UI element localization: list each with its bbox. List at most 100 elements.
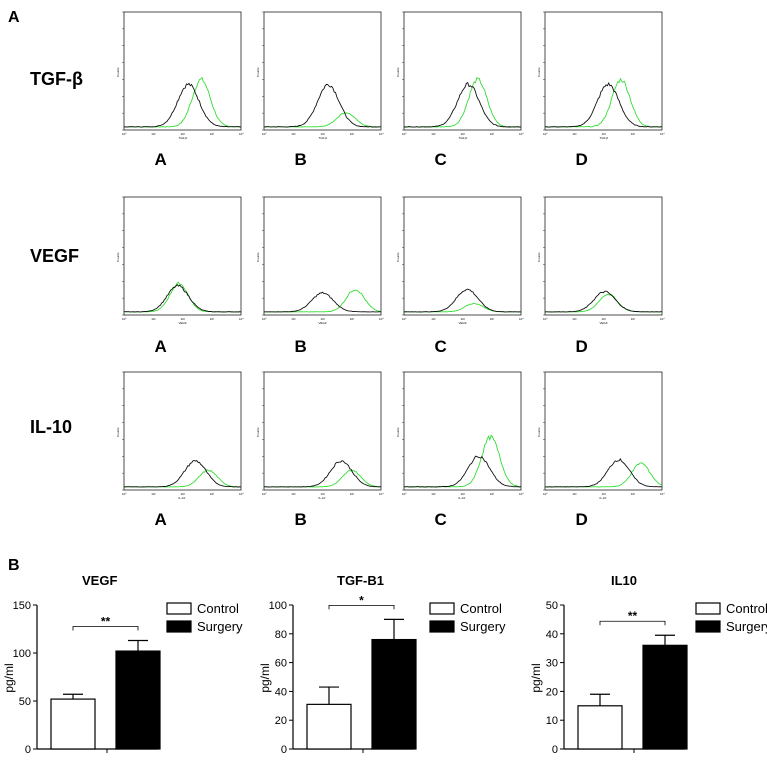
col-label: A [155, 510, 167, 529]
legend-swatch [166, 620, 192, 633]
x-tick-label: 10² [602, 317, 606, 321]
y-axis-title: pg/ml [258, 663, 272, 692]
y-tick-label: 40 [275, 686, 287, 698]
significance-bracket [599, 620, 666, 626]
y-tick-label: 100 [269, 600, 287, 612]
y-tick-label: 80 [275, 629, 287, 641]
x-tick-label: 10⁰ [543, 492, 548, 496]
x-tick-label: 10² [602, 492, 606, 496]
histogram-frame [123, 371, 242, 491]
x-axis-label: VEGF [459, 321, 467, 325]
histogram-frame [123, 196, 242, 316]
x-tick-label: 10⁴ [239, 317, 244, 321]
y-tick-label: 10 [546, 715, 558, 727]
x-tick-label: 10³ [210, 317, 214, 321]
surgery-histogram [544, 293, 663, 313]
col-label: C [435, 150, 447, 169]
control-histogram [403, 455, 522, 488]
x-tick-label: 10¹ [572, 132, 576, 136]
x-tick-label: 10² [181, 132, 185, 136]
y-tick-label: 30 [546, 658, 558, 670]
x-tick-label: 10¹ [291, 317, 295, 321]
y-axis-label: Counts [537, 427, 541, 437]
x-tick-label: 10⁰ [262, 132, 267, 136]
histogram-frame [544, 196, 663, 316]
surgery-histogram [544, 77, 663, 128]
y-axis-label: Counts [537, 252, 541, 262]
histogram-frame [403, 371, 522, 491]
col-label: A [155, 337, 167, 356]
x-tick-label: 10⁴ [239, 132, 244, 136]
x-tick-label: 10¹ [291, 132, 295, 136]
y-tick-label: 150 [13, 600, 31, 612]
x-tick-label: 10⁰ [122, 317, 127, 321]
x-tick-label: 10⁴ [379, 132, 384, 136]
x-tick-label: 10² [321, 132, 325, 136]
bar-surgery [115, 650, 161, 750]
legend-label: Control [726, 601, 767, 616]
x-tick-label: 10³ [490, 317, 494, 321]
x-tick-label: 10¹ [151, 132, 155, 136]
x-tick-label: 10¹ [431, 317, 435, 321]
x-tick-label: 10² [321, 492, 325, 496]
y-axis-label: Counts [116, 252, 120, 262]
x-axis-label: TGF-β [179, 136, 188, 140]
y-tick-label: 50 [546, 600, 558, 612]
y-tick-label: 0 [25, 744, 31, 756]
significance-label: * [359, 593, 364, 607]
row-label-0: TGF-β [30, 69, 83, 89]
control-histogram [263, 460, 382, 488]
x-tick-label: 10⁰ [262, 317, 267, 321]
x-tick-label: 10¹ [431, 132, 435, 136]
x-tick-label: 10³ [490, 132, 494, 136]
col-label: B [295, 337, 307, 356]
x-axis-label: TGF-β [600, 136, 609, 140]
legend-label: Control [460, 601, 502, 616]
x-tick-label: 10¹ [151, 492, 155, 496]
y-tick-label: 0 [281, 744, 287, 756]
x-tick-label: 10² [181, 492, 185, 496]
y-axis-label: Counts [396, 67, 400, 77]
bar-control [50, 698, 96, 750]
histogram-frame [403, 11, 522, 131]
y-axis-label: Counts [256, 252, 260, 262]
x-tick-label: 10¹ [572, 317, 576, 321]
y-tick-label: 50 [19, 696, 31, 708]
control-histogram [544, 81, 663, 128]
legend-label: Surgery [460, 619, 506, 634]
x-tick-label: 10³ [350, 492, 354, 496]
x-tick-label: 10⁴ [660, 317, 665, 321]
x-tick-label: 10² [461, 132, 465, 136]
y-axis-title: pg/ml [2, 663, 16, 692]
y-axis-label: Counts [116, 67, 120, 77]
bar-chart-title: VEGF [82, 573, 117, 588]
x-tick-label: 10⁰ [543, 317, 548, 321]
x-tick-label: 10² [181, 317, 185, 321]
significance-label: ** [628, 609, 638, 623]
y-axis-label: Counts [537, 67, 541, 77]
legend-swatch [695, 602, 721, 615]
x-tick-label: 10⁴ [660, 492, 665, 496]
control-histogram [544, 458, 662, 488]
control-histogram [124, 284, 242, 313]
x-tick-label: 10⁴ [239, 492, 244, 496]
significance-label: ** [101, 615, 111, 629]
surgery-histogram [403, 434, 522, 488]
histogram-frame [544, 371, 663, 491]
x-tick-label: 10³ [350, 317, 354, 321]
x-tick-label: 10³ [210, 132, 214, 136]
control-histogram [403, 288, 522, 313]
y-tick-label: 40 [546, 629, 558, 641]
control-histogram [263, 291, 382, 313]
histogram-frame [123, 11, 242, 131]
x-tick-label: 10⁰ [543, 132, 548, 136]
x-tick-label: 10⁰ [122, 132, 127, 136]
bar-control [577, 705, 623, 750]
surgery-histogram [123, 469, 242, 488]
x-tick-label: 10⁴ [519, 317, 524, 321]
legend-swatch [695, 620, 721, 633]
y-tick-label: 60 [275, 658, 287, 670]
surgery-histogram [403, 77, 522, 128]
x-axis-label: TGF-β [459, 136, 468, 140]
x-tick-label: 10³ [631, 317, 635, 321]
